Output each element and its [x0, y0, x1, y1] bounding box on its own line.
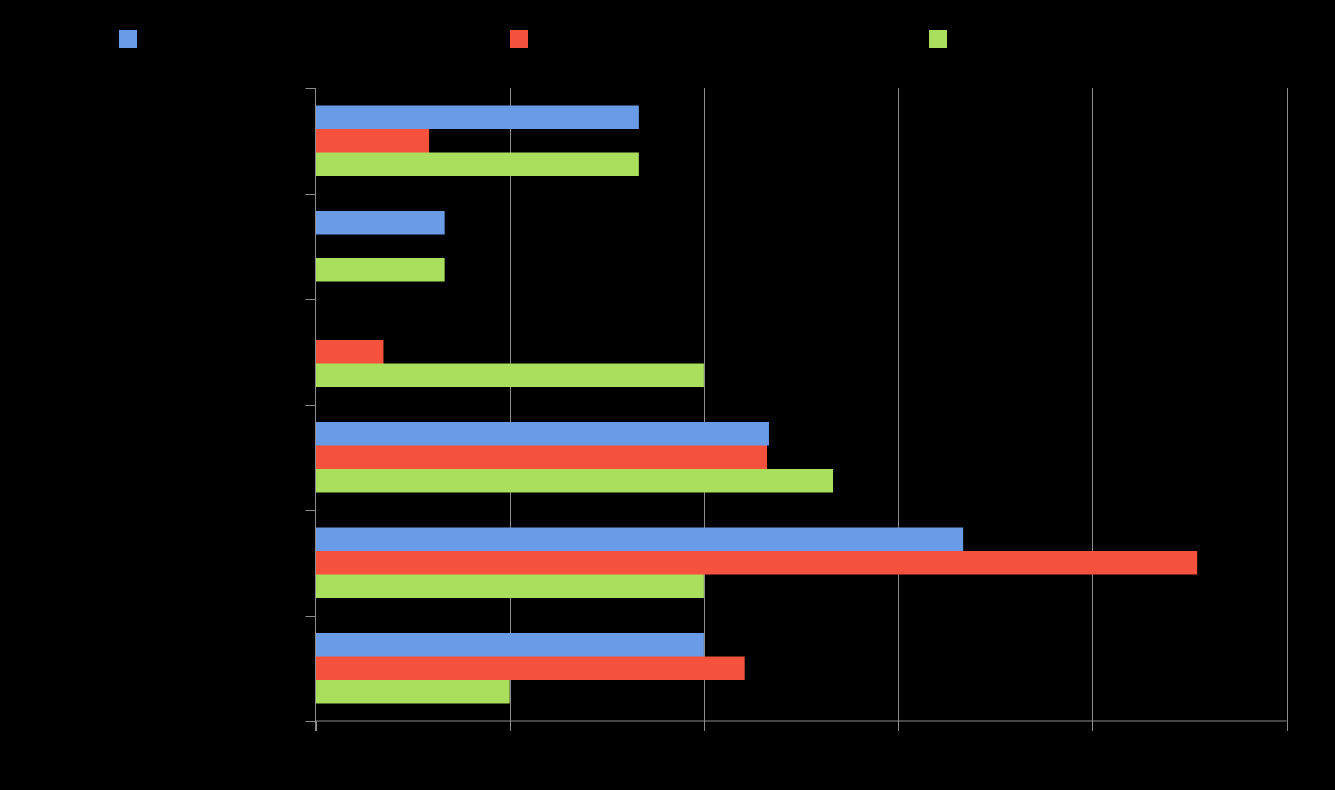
bar-series-1-cat-2 — [316, 211, 445, 235]
bar-series-3-cat-6 — [316, 680, 510, 704]
legend-swatch-series-2 — [510, 30, 528, 48]
grid-lines — [510, 88, 1288, 721]
bar-series-1-cat-5 — [316, 527, 964, 551]
bar-series-2-cat-1 — [316, 129, 430, 153]
bar-series-2-cat-5 — [316, 551, 1198, 575]
legend-swatch-series-3 — [929, 30, 947, 48]
legend-swatch-series-1 — [119, 30, 137, 48]
bar-series-3-cat-1 — [316, 152, 639, 176]
bar-series-1-cat-4 — [316, 422, 769, 446]
bar-series-1-cat-1 — [316, 105, 639, 129]
bar-series-2-cat-4 — [316, 445, 768, 469]
axes — [305, 88, 1288, 731]
bars — [316, 105, 1198, 704]
bar-series-2-cat-6 — [316, 656, 745, 680]
bar-series-3-cat-5 — [316, 574, 704, 598]
bar-series-3-cat-2 — [316, 258, 445, 282]
bar-series-1-cat-6 — [316, 633, 704, 657]
bar-series-3-cat-4 — [316, 469, 834, 493]
bar-series-2-cat-3 — [316, 340, 384, 364]
bar-series-3-cat-3 — [316, 363, 704, 387]
